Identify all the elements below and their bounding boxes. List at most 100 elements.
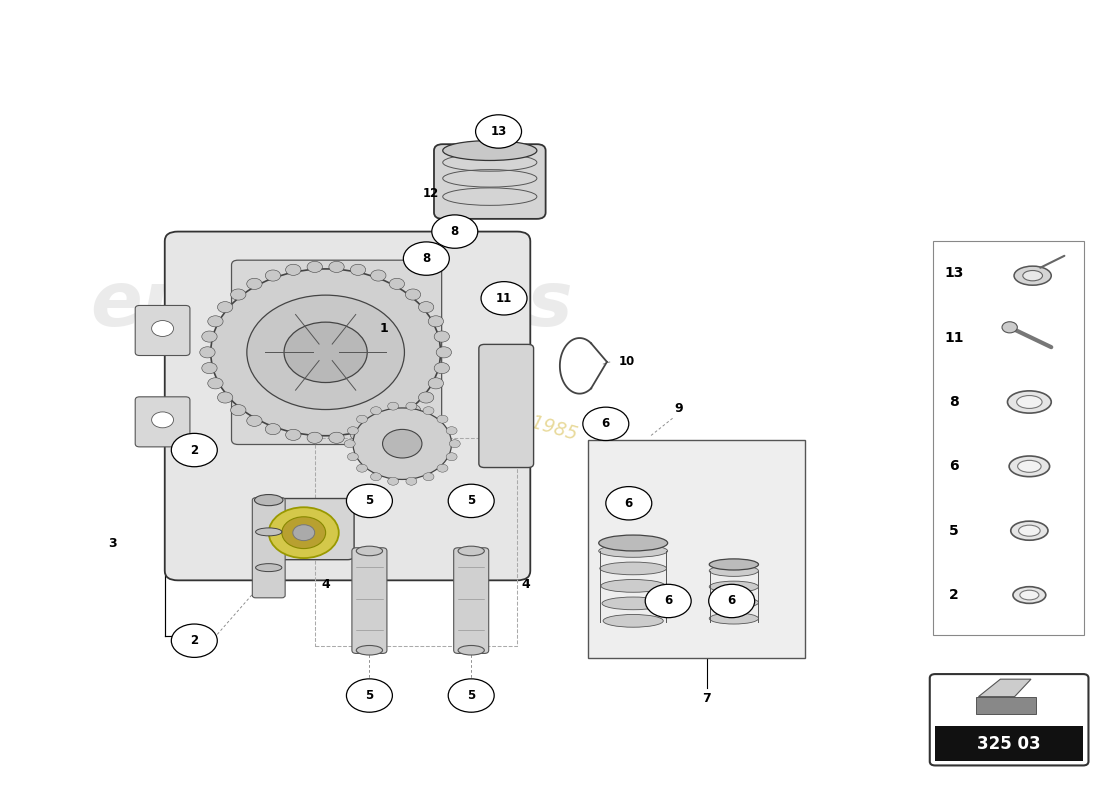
Ellipse shape bbox=[1019, 525, 1041, 536]
Circle shape bbox=[406, 402, 417, 410]
Ellipse shape bbox=[710, 581, 759, 592]
Bar bbox=[977, 697, 1036, 714]
FancyBboxPatch shape bbox=[135, 397, 190, 447]
Ellipse shape bbox=[254, 494, 283, 506]
Ellipse shape bbox=[710, 597, 759, 608]
Circle shape bbox=[152, 412, 174, 428]
Ellipse shape bbox=[356, 646, 383, 655]
Circle shape bbox=[348, 453, 359, 461]
Text: 12: 12 bbox=[422, 187, 439, 200]
Circle shape bbox=[246, 415, 262, 426]
Circle shape bbox=[1002, 322, 1018, 333]
Text: 4: 4 bbox=[521, 578, 530, 591]
Circle shape bbox=[211, 269, 441, 436]
Circle shape bbox=[201, 362, 217, 374]
FancyBboxPatch shape bbox=[135, 306, 190, 355]
Circle shape bbox=[389, 415, 405, 426]
Circle shape bbox=[356, 464, 367, 472]
Ellipse shape bbox=[600, 562, 667, 574]
FancyBboxPatch shape bbox=[352, 548, 387, 654]
Ellipse shape bbox=[710, 613, 759, 624]
Text: 2: 2 bbox=[190, 634, 198, 647]
Ellipse shape bbox=[1011, 521, 1048, 540]
Text: eurospares: eurospares bbox=[90, 268, 572, 342]
Bar bbox=[588, 440, 805, 658]
Text: 11: 11 bbox=[496, 292, 513, 305]
Circle shape bbox=[475, 114, 521, 148]
Circle shape bbox=[152, 321, 174, 337]
Text: 325 03: 325 03 bbox=[977, 735, 1041, 753]
Text: 6: 6 bbox=[602, 418, 609, 430]
Circle shape bbox=[284, 322, 367, 382]
Circle shape bbox=[481, 282, 527, 315]
Circle shape bbox=[418, 302, 433, 313]
Circle shape bbox=[231, 289, 246, 300]
Ellipse shape bbox=[1020, 590, 1038, 600]
Circle shape bbox=[353, 408, 451, 479]
Bar bbox=[935, 726, 1084, 762]
Text: 5: 5 bbox=[365, 494, 374, 507]
Ellipse shape bbox=[458, 546, 484, 556]
FancyBboxPatch shape bbox=[165, 231, 530, 580]
Ellipse shape bbox=[442, 141, 537, 161]
Bar bbox=[933, 241, 1085, 635]
Circle shape bbox=[231, 405, 246, 416]
Circle shape bbox=[383, 430, 422, 458]
Circle shape bbox=[448, 679, 494, 712]
Circle shape bbox=[646, 584, 691, 618]
Text: 9: 9 bbox=[674, 402, 683, 415]
Circle shape bbox=[428, 316, 443, 327]
Circle shape bbox=[447, 426, 458, 434]
FancyBboxPatch shape bbox=[434, 144, 546, 219]
Circle shape bbox=[424, 406, 434, 414]
Text: 5: 5 bbox=[949, 524, 959, 538]
Circle shape bbox=[344, 440, 355, 448]
Circle shape bbox=[329, 432, 344, 443]
FancyBboxPatch shape bbox=[453, 548, 488, 654]
Circle shape bbox=[437, 464, 448, 472]
Circle shape bbox=[346, 484, 393, 518]
Circle shape bbox=[449, 440, 460, 448]
Text: 4: 4 bbox=[321, 578, 330, 591]
FancyBboxPatch shape bbox=[930, 674, 1089, 766]
Circle shape bbox=[434, 362, 450, 374]
Circle shape bbox=[424, 473, 434, 481]
Circle shape bbox=[268, 507, 339, 558]
Text: 8: 8 bbox=[451, 225, 459, 238]
Ellipse shape bbox=[1008, 391, 1052, 413]
Text: 7: 7 bbox=[702, 692, 711, 706]
Circle shape bbox=[329, 262, 344, 273]
Circle shape bbox=[389, 278, 405, 290]
Circle shape bbox=[265, 270, 280, 281]
Circle shape bbox=[708, 584, 755, 618]
Circle shape bbox=[246, 278, 262, 290]
Ellipse shape bbox=[1014, 266, 1052, 286]
Circle shape bbox=[346, 679, 393, 712]
Circle shape bbox=[406, 478, 417, 486]
Circle shape bbox=[293, 525, 315, 541]
Circle shape bbox=[387, 478, 398, 486]
Text: 8: 8 bbox=[422, 252, 430, 265]
Text: 2: 2 bbox=[949, 588, 959, 602]
Text: 5: 5 bbox=[468, 494, 475, 507]
FancyBboxPatch shape bbox=[252, 498, 285, 598]
Circle shape bbox=[371, 423, 386, 434]
Text: a passion for parts since 1985: a passion for parts since 1985 bbox=[301, 348, 580, 444]
Text: 6: 6 bbox=[949, 459, 959, 474]
Circle shape bbox=[350, 264, 365, 275]
Circle shape bbox=[432, 215, 477, 248]
Text: 13: 13 bbox=[491, 125, 507, 138]
Circle shape bbox=[201, 331, 217, 342]
Text: 6: 6 bbox=[625, 497, 632, 510]
Circle shape bbox=[307, 432, 322, 443]
Ellipse shape bbox=[1023, 270, 1043, 281]
Ellipse shape bbox=[255, 528, 282, 536]
Text: 6: 6 bbox=[664, 594, 672, 607]
Circle shape bbox=[405, 289, 420, 300]
Circle shape bbox=[437, 346, 451, 358]
Circle shape bbox=[218, 392, 233, 403]
Circle shape bbox=[448, 484, 494, 518]
FancyBboxPatch shape bbox=[231, 260, 441, 445]
Circle shape bbox=[405, 405, 420, 416]
Circle shape bbox=[218, 302, 233, 313]
